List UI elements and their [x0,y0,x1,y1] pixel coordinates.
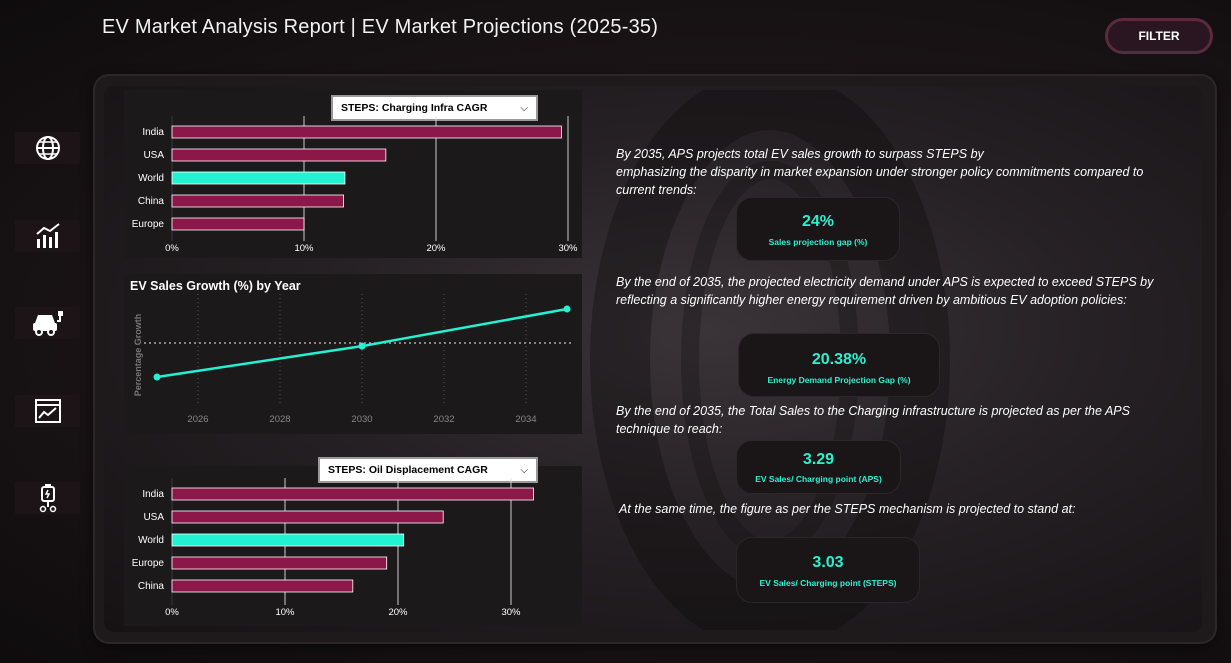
x-tick-label: 20% [426,243,446,254]
x-tick-label: 30% [558,243,578,254]
kpi-card-steps-ratio: 3.03 EV Sales/ Charging point (STEPS) [736,537,920,603]
sidebar-item-charging-station[interactable] [15,482,80,514]
insight-paragraph-4: At the same time, the figure as per the … [616,500,1186,518]
category-label: USA [143,150,164,161]
charging-bar-chart: 0% 10% 20% 30% India USA World China Europe [132,116,578,254]
x-tick-label: 2032 [433,414,454,425]
category-label: World [138,173,164,184]
sales-growth-line-chart: 2026 2028 2030 2032 2034 [144,294,574,425]
category-label: Europe [132,558,165,569]
kpi-value: 3.03 [812,554,844,571]
x-tick-label: 0% [165,243,179,254]
x-tick-label: 2026 [187,414,208,425]
text-line: By the end of 2035, the projected electr… [616,275,1154,289]
chevron-down-icon: ⌵ [520,464,528,476]
sidebar-item-ev-car[interactable] [15,307,80,339]
oil-scenario-dropdown[interactable]: STEPS: Oil Displacement CAGR ⌵ [318,457,538,483]
x-tick-label: 10% [275,607,295,618]
filter-button[interactable]: FILTER [1105,18,1213,54]
kpi-label: Sales projection gap (%) [768,237,868,247]
text-line: At the same time, the figure as per the … [616,502,1076,516]
sidebar-item-bar-chart[interactable] [15,220,80,252]
bar [171,579,354,593]
sales-growth-chart [124,274,582,434]
kpi-label: EV Sales/ Charging point (STEPS) [759,578,897,588]
kpi-value: 3.29 [802,451,835,468]
kpi-value: 20.38% [811,351,867,368]
line-chart-title: EV Sales Growth (%) by Year [130,279,301,293]
x-tick-label: 2028 [269,414,290,425]
dropdown-value: STEPS: Charging Infra CAGR [341,102,488,114]
x-tick-label: 20% [388,607,408,618]
bar [171,125,562,139]
insight-paragraph-2: By the end of 2035, the projected electr… [616,273,1186,309]
kpi-label: Energy Demand Projection Gap (%) [767,375,911,385]
x-tick-label: 30% [501,607,521,618]
category-label: World [138,535,164,546]
category-label: China [138,581,165,592]
category-label: India [142,127,164,138]
data-point [358,342,366,350]
bar [171,510,444,524]
category-label: India [142,489,164,500]
kpi-card-energy-gap: 20.38% Energy Demand Projection Gap (%) [738,333,940,397]
bar-chart-icon [35,223,60,248]
insight-paragraph-1: By 2035, APS projects total EV sales gro… [616,145,1186,199]
chevron-down-icon: ⌵ [520,102,528,114]
page-title: EV Market Analysis Report | EV Market Pr… [102,16,659,38]
category-label: Europe [132,219,165,230]
line-chart-icon [34,399,61,423]
kpi-card-sales-gap: 24% Sales projection gap (%) [736,197,900,261]
x-tick-label: 10% [294,243,314,254]
oil-bar-chart: 0% 10% 20% 30% India USA World Europe China [132,478,535,618]
x-tick-label: 2030 [351,414,372,425]
sidebar-item-globe[interactable] [15,132,80,164]
bar [171,148,387,162]
charging-station-icon [39,484,56,513]
ev-car-icon [32,311,63,336]
bar [171,217,305,231]
data-point [563,305,571,313]
category-label: China [138,196,165,207]
text-line: By the end of 2035, the Total Sales to t… [616,404,1130,418]
bar [171,171,346,185]
bar [171,556,388,570]
dropdown-value: STEPS: Oil Displacement CAGR [328,464,488,476]
category-label: USA [143,512,164,523]
bar [171,194,345,208]
kpi-card-aps-ratio: 3.29 EV Sales/ Charging point (APS) [736,440,901,494]
text-line: technique to reach: [616,422,723,436]
bar [171,533,405,547]
kpi-label: EV Sales/ Charging point (APS) [755,474,882,484]
data-point [153,373,161,381]
globe-icon [35,136,60,160]
text-line: emphasizing the disparity in market expa… [616,165,1144,179]
text-line: current trends: [616,183,697,197]
x-tick-label: 2034 [515,414,536,425]
bar [171,487,535,501]
insight-paragraph-3: By the end of 2035, the Total Sales to t… [616,402,1186,438]
text-line: By 2035, APS projects total EV sales gro… [616,147,984,161]
text-line: reflecting a significantly higher energy… [616,293,1127,307]
kpi-value: 24% [801,213,835,230]
charging-scenario-dropdown[interactable]: STEPS: Charging Infra CAGR ⌵ [331,95,538,121]
sidebar-item-line-chart[interactable] [15,395,80,427]
x-tick-label: 0% [165,607,179,618]
